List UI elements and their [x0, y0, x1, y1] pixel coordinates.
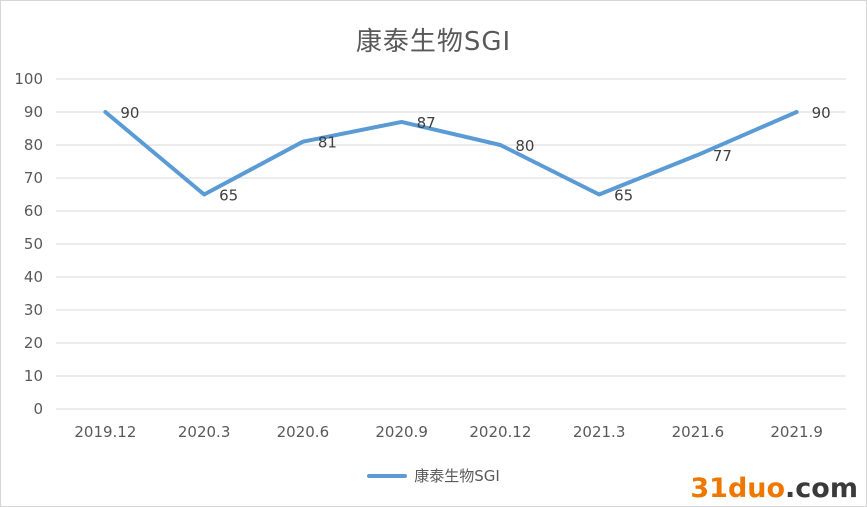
y-axis-tick-label: 50 — [24, 235, 43, 253]
x-axis-tick-label: 2021.9 — [770, 423, 823, 441]
data-series-line — [103, 110, 799, 197]
y-axis-tick-label: 80 — [24, 136, 43, 154]
data-point-label: 87 — [417, 114, 436, 132]
x-axis-tick-label: 2019.12 — [74, 423, 136, 441]
legend: 康泰生物SGI — [1, 465, 866, 486]
data-point-label: 65 — [219, 187, 238, 205]
data-point-label: 80 — [515, 137, 534, 155]
data-point-label: 90 — [812, 104, 831, 122]
y-axis-tick-label: 70 — [24, 169, 43, 187]
data-point-label: 77 — [713, 147, 732, 165]
line-chart-plot: 0 10 20 30 40 50 60 70 80 90 100 2019.12 2020.3 2020.… — [14, 70, 846, 441]
legend-line-swatch — [367, 473, 408, 478]
y-axis-tick-label: 40 — [24, 268, 43, 286]
watermark: 31duo.com — [690, 473, 858, 504]
y-axis-tick-label: 60 — [24, 202, 43, 220]
y-axis-tick-label: 90 — [24, 103, 43, 121]
x-axis-tick-label: 2021.3 — [573, 423, 626, 441]
legend-series-label: 康泰生物SGI — [414, 467, 500, 485]
y-axis-tick-label: 100 — [14, 70, 43, 88]
x-axis-tick-label: 2020.9 — [375, 423, 428, 441]
watermark-suffix: .com — [785, 473, 858, 504]
x-axis-tick-label: 2020.6 — [277, 423, 330, 441]
data-point-label: 65 — [614, 187, 633, 205]
x-axis-tick-label: 2021.6 — [672, 423, 725, 441]
y-axis-tick-label: 0 — [33, 400, 43, 418]
y-axis-tick-label: 30 — [24, 301, 43, 319]
x-axis-tick-label: 2020.3 — [178, 423, 231, 441]
chart-title: 康泰生物SGI — [355, 27, 512, 57]
x-axis-tick-label: 2020.12 — [469, 423, 531, 441]
data-point-label: 81 — [318, 134, 337, 152]
y-axis-tick-label: 20 — [24, 334, 43, 352]
y-axis-tick-label: 10 — [24, 367, 43, 385]
watermark-brand: 31duo — [690, 473, 786, 504]
data-point-label: 90 — [120, 104, 139, 122]
